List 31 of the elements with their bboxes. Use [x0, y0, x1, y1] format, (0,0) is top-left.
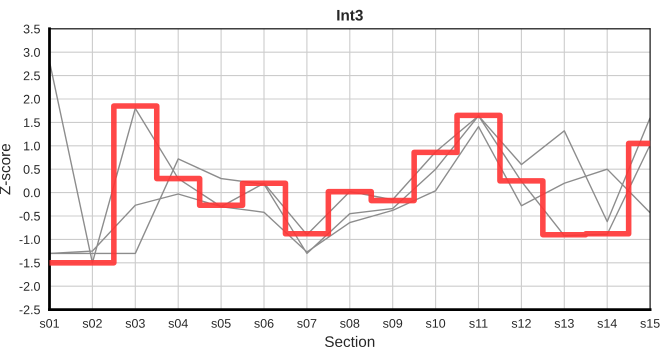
- x-tick-label: s14: [597, 319, 617, 328]
- y-tick-label: 3.0: [24, 48, 40, 57]
- y-axis-title: Z-score: [0, 144, 10, 195]
- y-tick-label: 0.5: [24, 165, 40, 174]
- x-tick-label: s09: [382, 318, 402, 328]
- x-axis-title: Section: [325, 336, 374, 348]
- x-tick-label: s12: [512, 318, 531, 328]
- y-tick-label: 2.0: [24, 94, 40, 104]
- y-tick-label: -2.5: [19, 305, 40, 314]
- x-tick-label: s10: [426, 318, 446, 328]
- x-tick-label: s06: [254, 318, 274, 328]
- chart-title: Int3: [337, 10, 363, 21]
- x-tick-label: s04: [168, 318, 188, 328]
- y-tick-label: -1.0: [19, 235, 40, 244]
- x-tick-label: s08: [340, 318, 360, 328]
- x-tick-label: s13: [554, 318, 574, 328]
- x-tick-label: s07: [297, 318, 316, 328]
- y-tick-label: -2.0: [19, 282, 40, 291]
- y-tick-label: -1.5: [19, 258, 40, 268]
- x-tick-label: s03: [126, 318, 145, 328]
- x-tick-label: s15: [640, 319, 660, 328]
- x-tick-label: s01: [40, 318, 59, 328]
- x-tick-label: s02: [82, 318, 102, 328]
- y-tick-label: 3.5: [24, 24, 40, 34]
- x-tick-label: s05: [211, 318, 231, 328]
- y-tick-label: -0.5: [19, 212, 40, 221]
- y-tick-label: 1.0: [24, 142, 40, 150]
- y-tick-label: 0.0: [24, 188, 40, 198]
- y-tick-label: 1.5: [24, 118, 40, 128]
- y-tick-label: 2.5: [24, 71, 40, 80]
- x-tick-label: s11: [469, 319, 488, 328]
